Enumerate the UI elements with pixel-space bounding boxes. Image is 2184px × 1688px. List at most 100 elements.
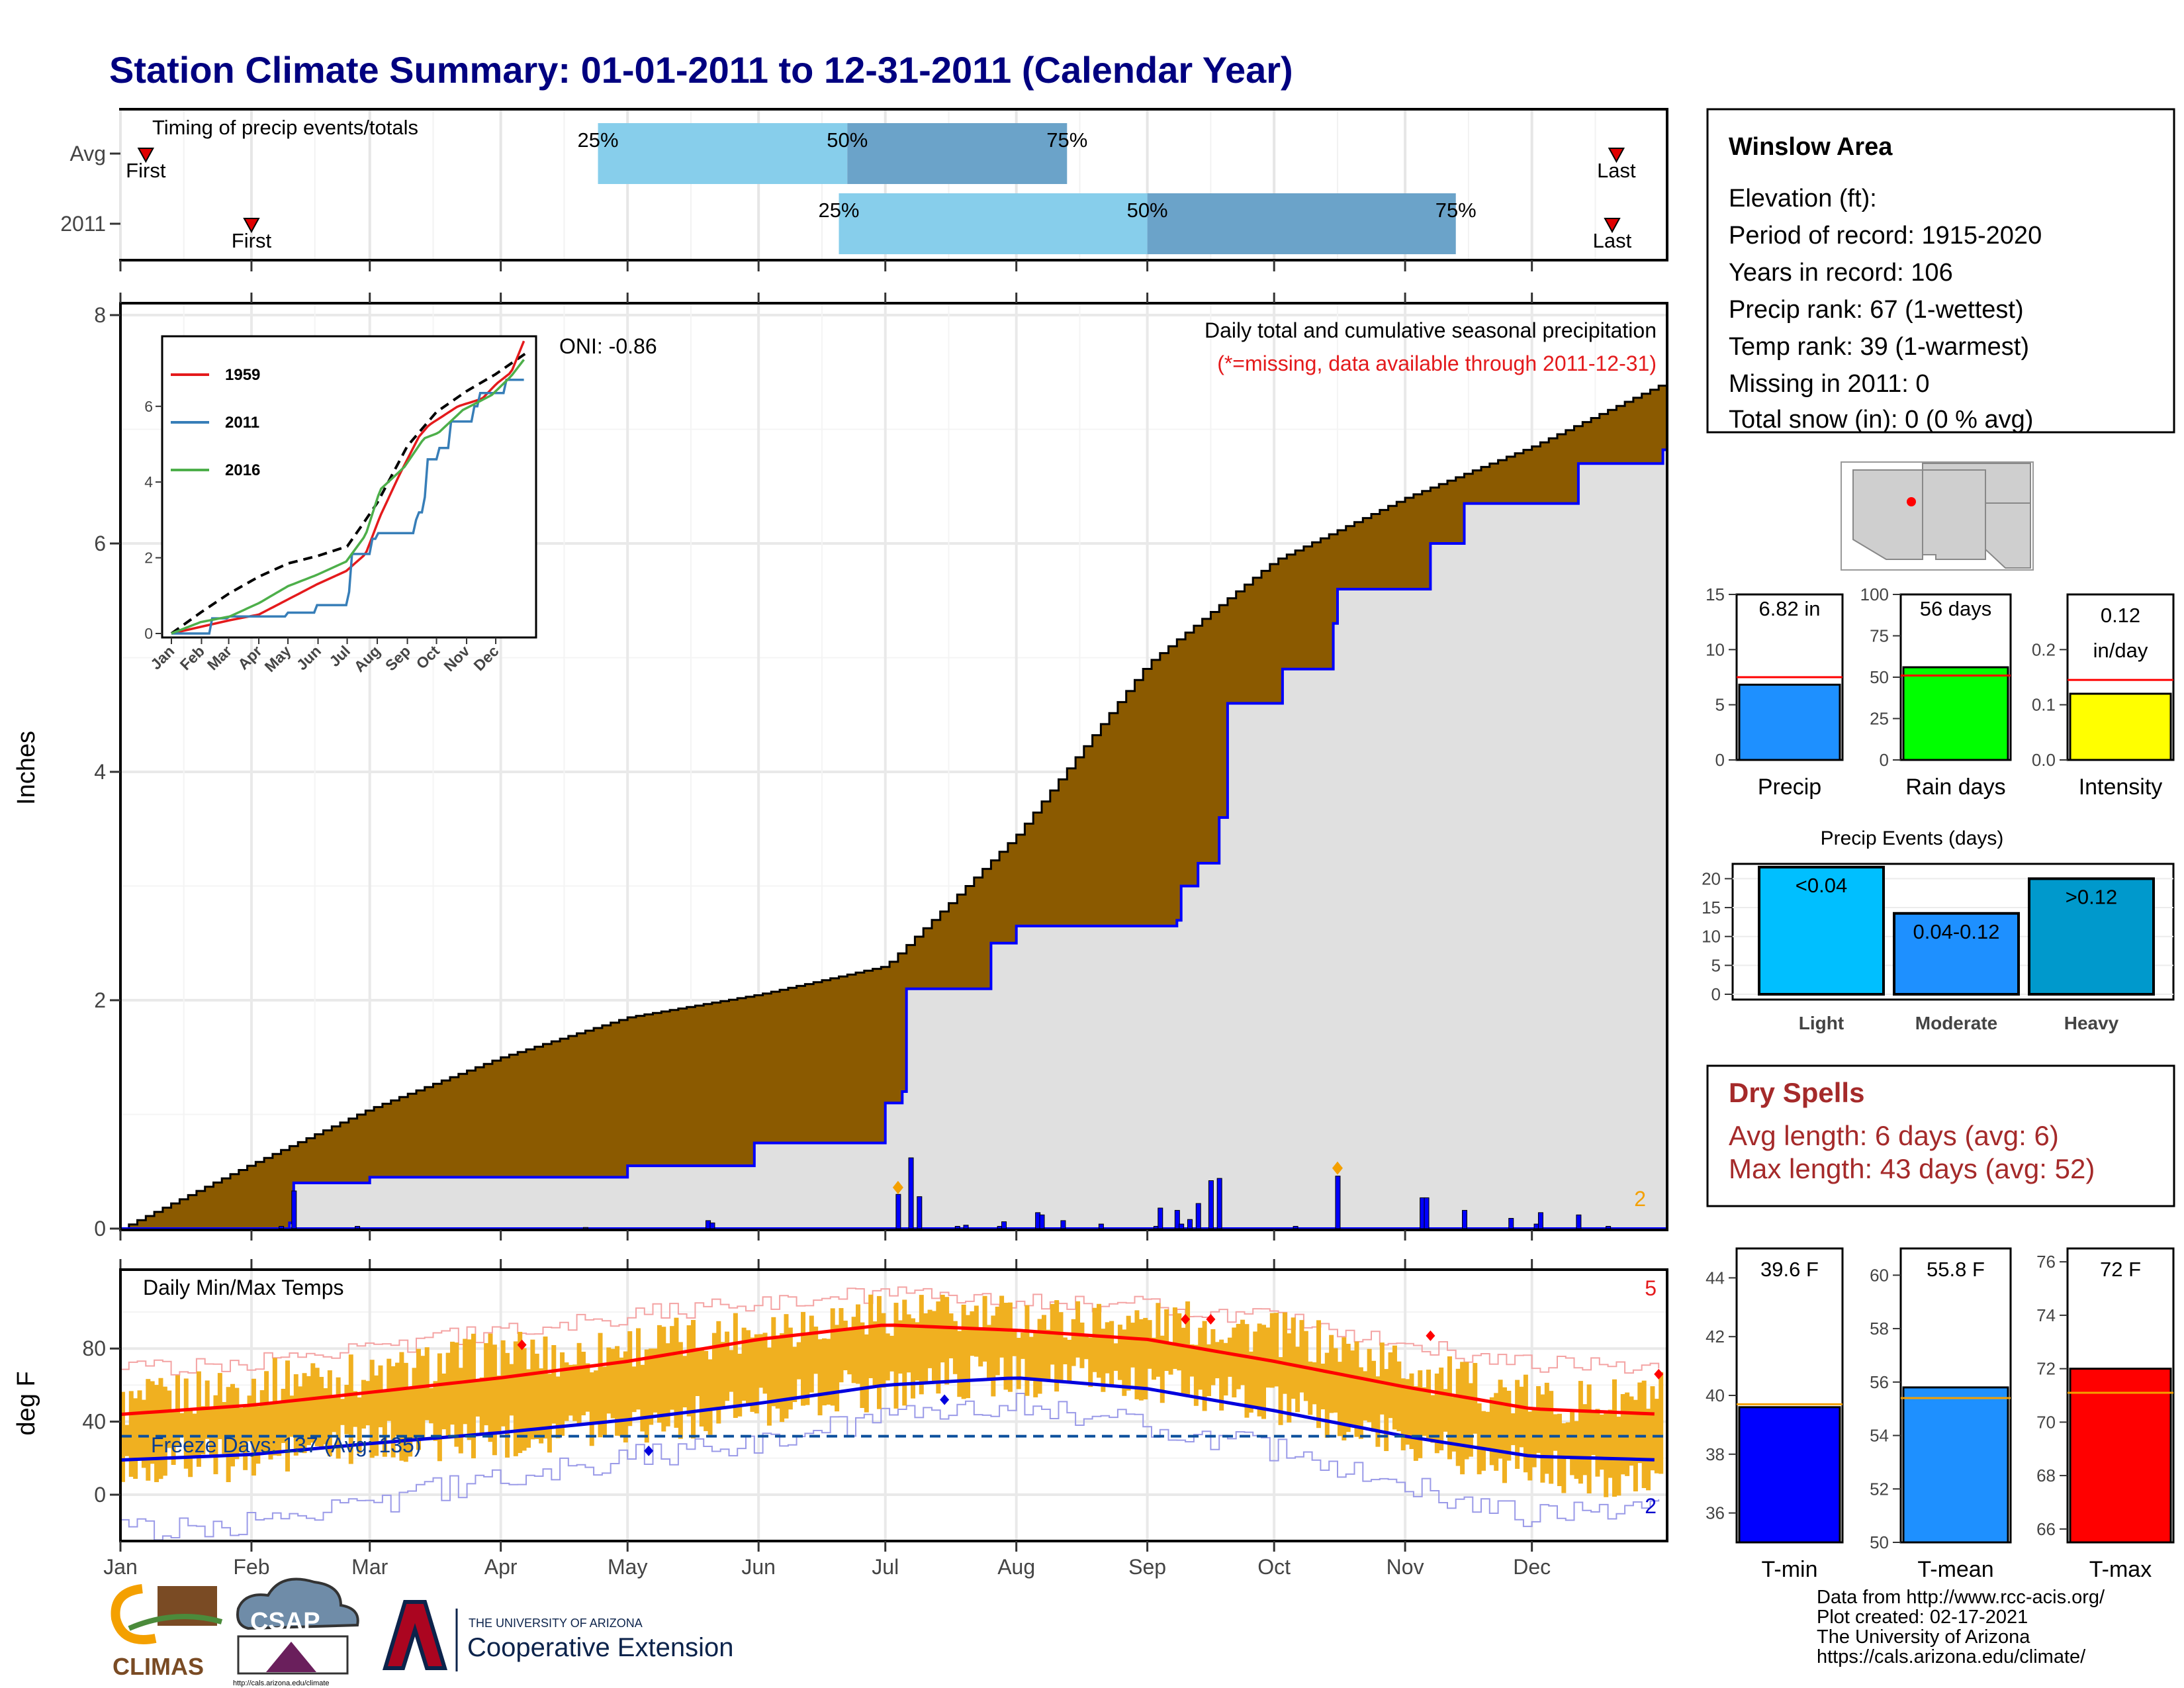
daily-temp-bar: [944, 1297, 950, 1385]
daily-temp-bar: [741, 1327, 747, 1401]
daily-temp-bar: [264, 1371, 269, 1452]
daily-temp-bar: [268, 1403, 273, 1460]
first-event-label: First: [126, 159, 166, 182]
daily-temp-bar: [1012, 1329, 1017, 1356]
daily-temp-bar: [1422, 1387, 1427, 1436]
daily-temp-bar: [1447, 1356, 1452, 1460]
temp-panel-frame: [119, 1268, 1668, 1542]
daily-temp-bar: [1269, 1313, 1275, 1388]
daily-temp-bar: [902, 1299, 907, 1406]
daily-temp-bar: [390, 1366, 396, 1458]
events-title: Precip Events (days): [1821, 827, 2004, 849]
daily-temp-bar: [1295, 1346, 1300, 1413]
first-event-marker: [243, 218, 260, 234]
daily-temp-bar: [936, 1301, 941, 1394]
daily-temp-bar: [314, 1368, 320, 1446]
daily-temp-bar: [889, 1335, 895, 1372]
daily-temp-bar: [1367, 1348, 1372, 1423]
daily-temp-bar: [222, 1401, 227, 1454]
daily-temp-bar: [711, 1333, 717, 1409]
daily-temp-bar: [1586, 1384, 1592, 1494]
timing-bar-50-75: [1147, 193, 1456, 254]
daily-precip-bar: [279, 1226, 285, 1229]
daily-temp-bar: [281, 1388, 286, 1443]
daily-temp-bar: [243, 1407, 248, 1470]
temp-bar-tick-label: 52: [1870, 1479, 1889, 1499]
timing-content: 25% 50% 75% First Last Avg 25% 50% 75% First Last 2…: [60, 123, 1636, 271]
month-tick-label: Feb: [233, 1555, 269, 1579]
daily-temp-bar: [682, 1356, 688, 1408]
daily-temp-bar: [1320, 1364, 1326, 1410]
temp-bar-name: T-max: [2089, 1557, 2152, 1582]
daily-temp-bar: [766, 1347, 772, 1426]
csap-logo-url: http://cals.arizona.edu/climate: [233, 1679, 330, 1687]
inset-y-tick-label: 4: [144, 473, 153, 491]
daily-temp-bar: [374, 1375, 379, 1456]
daily-temp-bar: [1024, 1305, 1030, 1396]
dry-spells-box: Dry Spells Avg length: 6 days (avg: 6) M…: [1706, 1064, 2175, 1207]
daily-temp-bar: [729, 1350, 734, 1392]
daily-temp-bar: [813, 1327, 819, 1374]
precip-content: [120, 385, 1668, 1230]
daily-temp-bar: [1434, 1373, 1439, 1454]
daily-temp-bar: [876, 1295, 882, 1409]
daily-temp-bar: [1345, 1344, 1351, 1432]
daily-temp-bar: [188, 1409, 193, 1477]
daily-temp-bar: [1227, 1337, 1232, 1377]
max-precip-marker: [1332, 1161, 1343, 1175]
daily-temp-bar: [530, 1339, 535, 1440]
daily-temp-bar: [475, 1379, 480, 1417]
daily-temp-bar: [230, 1383, 236, 1467]
station-missing: Missing in 2011: 0: [1729, 370, 1929, 398]
daily-temp-bar: [619, 1357, 624, 1436]
daily-temp-bar: [610, 1348, 615, 1419]
daily-temp-bar: [1088, 1337, 1093, 1387]
precip-panel-frame: [119, 302, 1668, 1231]
daily-temp-bar: [1265, 1327, 1271, 1388]
first-event-marker: [137, 148, 155, 164]
daily-temp-bar: [881, 1313, 886, 1388]
daily-temp-bar: [1616, 1417, 1621, 1496]
ua-logo-top-text: THE UNIVERSITY OF ARIZONA: [469, 1617, 643, 1630]
daily-precip-bar: [954, 1226, 960, 1229]
daily-temp-bar: [640, 1364, 645, 1432]
daily-temp-bar: [484, 1343, 489, 1426]
daily-temp-bar: [1443, 1389, 1448, 1432]
daily-temp-bar: [298, 1386, 303, 1452]
daily-temp-bar: [856, 1304, 861, 1384]
ua-logo-bottom-text: Cooperative Extension: [467, 1633, 733, 1662]
daily-temp-bar: [496, 1376, 502, 1435]
page-title: Station Climate Summary: 01-01-2011 to 1…: [109, 49, 1293, 91]
daily-temp-bar: [150, 1381, 155, 1464]
daily-temp-bar: [678, 1342, 683, 1439]
dry-spells-max: Max length: 43 days (avg: 52): [1729, 1153, 2095, 1184]
daily-temp-bar: [1282, 1312, 1287, 1394]
summary-bar-tick-label: 25: [1870, 709, 1889, 729]
events-bar-label: 0.04-0.12: [1913, 920, 2000, 943]
last-event-label: Last: [1593, 229, 1632, 252]
daily-temp-bar: [395, 1362, 400, 1436]
temp-bar-tick-label: 38: [1706, 1444, 1725, 1464]
precip-y-label: Inches: [13, 731, 40, 805]
daily-temp-bar: [277, 1401, 282, 1456]
precip-events-chart: Precip Events (days) 0 5 10 15 20 <0.04 Light 0.…: [1702, 827, 2175, 1033]
summary-bar-tick-label: 0.1: [2032, 695, 2056, 715]
daily-temp-bar: [1409, 1373, 1414, 1450]
temp-bar-tick-label: 60: [1870, 1265, 1889, 1285]
daily-temp-bar: [1659, 1372, 1664, 1474]
station-snow: Total snow (in): 0 (0 % avg): [1729, 406, 2033, 434]
daily-temp-bar: [1599, 1414, 1604, 1470]
csap-logo-cloud: [236, 1577, 359, 1630]
daily-temp-bar: [1164, 1309, 1169, 1371]
locator-map: [1841, 461, 2034, 571]
daily-temp-bar: [323, 1388, 328, 1444]
daily-temp-bar: [839, 1308, 844, 1383]
daily-temp-bar: [306, 1376, 311, 1446]
daily-temp-bar: [543, 1336, 548, 1439]
daily-temp-bar: [999, 1295, 1005, 1358]
daily-temp-bar: [1498, 1380, 1503, 1459]
summary-bars: 0 5 10 15 6.82 in Precip 0 25 50 75 100 56 days Rain…: [1706, 585, 2175, 800]
precip-missing-note: (*=missing, data available through 2011-…: [1217, 352, 1657, 375]
daily-precip-bar: [1039, 1214, 1045, 1229]
daily-temp-bar: [133, 1398, 138, 1479]
